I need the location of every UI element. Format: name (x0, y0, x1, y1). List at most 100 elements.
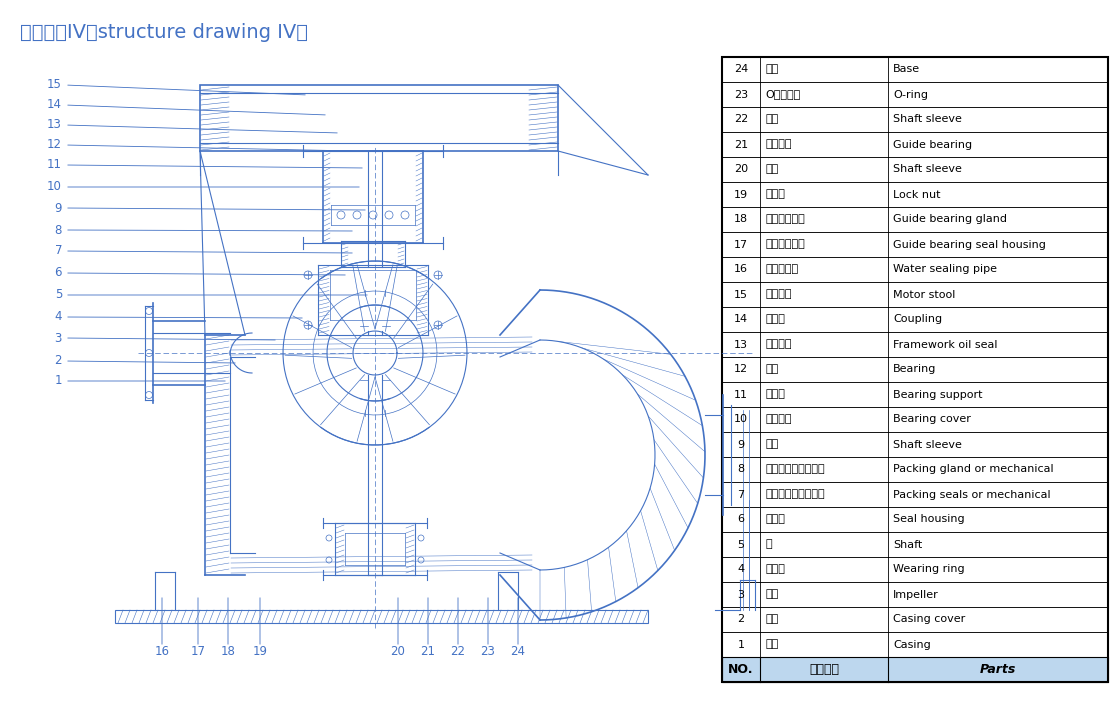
Text: 7: 7 (55, 244, 62, 257)
Text: 3: 3 (737, 589, 745, 599)
Text: 7: 7 (737, 489, 745, 500)
Text: 轴套: 轴套 (765, 440, 778, 450)
Bar (722, 107, 1108, 132)
Bar (722, 332, 1108, 357)
Text: 23: 23 (480, 645, 495, 658)
Text: 4: 4 (55, 310, 62, 323)
Text: 轴套: 轴套 (765, 165, 778, 174)
Text: 4: 4 (737, 565, 745, 575)
Text: 结构形式IV（structure drawing IV）: 结构形式IV（structure drawing IV） (20, 23, 308, 42)
Bar (722, 457, 1108, 482)
Text: Wearing ring: Wearing ring (893, 565, 964, 575)
Text: 8: 8 (55, 223, 62, 236)
Text: 20: 20 (391, 645, 405, 658)
Text: 电机支座: 电机支座 (765, 289, 792, 299)
Text: 13: 13 (47, 119, 62, 132)
Text: 16: 16 (734, 265, 748, 275)
Bar (722, 82, 1108, 107)
Text: 8: 8 (737, 464, 745, 474)
Text: Bearing cover: Bearing cover (893, 414, 971, 424)
Text: 轴承压盖: 轴承压盖 (765, 414, 792, 424)
Bar (722, 132, 1108, 157)
Bar (200, 85, 558, 151)
Bar (722, 582, 1108, 607)
Text: 23: 23 (734, 90, 748, 100)
Text: Casing: Casing (893, 640, 931, 649)
Bar (722, 282, 1108, 307)
Text: 15: 15 (47, 79, 62, 92)
Text: 17: 17 (734, 239, 748, 249)
Text: Guide bearing: Guide bearing (893, 140, 972, 150)
Text: 机械密封或填料密封: 机械密封或填料密封 (765, 489, 824, 500)
Text: 轴套: 轴套 (765, 114, 778, 124)
Bar (722, 357, 1108, 382)
Text: Shaft sleeve: Shaft sleeve (893, 165, 962, 174)
Text: 机封压盖或填料压盖: 机封压盖或填料压盖 (765, 464, 824, 474)
Bar (722, 57, 1108, 682)
Text: 12: 12 (47, 139, 62, 152)
Text: NO.: NO. (728, 663, 754, 676)
Text: 水导轴承压盖: 水导轴承压盖 (765, 215, 805, 225)
Bar (722, 507, 1108, 532)
Text: Packing seals or mechanical: Packing seals or mechanical (893, 489, 1051, 500)
Text: 水导轴承: 水导轴承 (765, 140, 792, 150)
Text: Guide bearing gland: Guide bearing gland (893, 215, 1007, 225)
Text: Motor stool: Motor stool (893, 289, 955, 299)
Text: 11: 11 (734, 390, 748, 400)
Text: 9: 9 (55, 202, 62, 215)
Bar (722, 632, 1108, 657)
Text: 骨架油封: 骨架油封 (765, 340, 792, 349)
Text: Packing gland or mechanical: Packing gland or mechanical (893, 464, 1054, 474)
Bar (722, 182, 1108, 207)
Bar (722, 432, 1108, 457)
Text: 轴承: 轴承 (765, 364, 778, 375)
Text: 零件名称: 零件名称 (809, 663, 839, 676)
Bar (722, 607, 1108, 632)
Text: 叶轮: 叶轮 (765, 589, 778, 599)
Text: 22: 22 (450, 645, 466, 658)
Text: 12: 12 (734, 364, 748, 375)
Text: Guide bearing seal housing: Guide bearing seal housing (893, 239, 1046, 249)
Bar (115, 610, 648, 623)
Text: Seal housing: Seal housing (893, 515, 964, 524)
Text: 10: 10 (734, 414, 748, 424)
Bar (722, 307, 1108, 332)
Text: 17: 17 (190, 645, 205, 658)
Text: Casing cover: Casing cover (893, 615, 965, 625)
Text: 泵盖: 泵盖 (765, 615, 778, 625)
Text: 21: 21 (734, 140, 748, 150)
Text: 5: 5 (55, 288, 62, 301)
Bar (722, 157, 1108, 182)
Text: 16: 16 (155, 645, 169, 658)
Text: 2: 2 (55, 354, 62, 367)
Text: 22: 22 (734, 114, 748, 124)
Text: 20: 20 (734, 165, 748, 174)
Text: Bearing: Bearing (893, 364, 936, 375)
Text: 11: 11 (47, 158, 62, 171)
Bar (722, 207, 1108, 232)
Text: Shaft: Shaft (893, 539, 922, 549)
Bar (722, 482, 1108, 507)
Text: 21: 21 (420, 645, 436, 658)
Text: 19: 19 (734, 189, 748, 200)
Text: 5: 5 (737, 539, 745, 549)
Text: 24: 24 (511, 645, 525, 658)
Text: 密封环: 密封环 (765, 565, 785, 575)
Text: 圆螺母: 圆螺母 (765, 189, 785, 200)
Text: 轴: 轴 (765, 539, 772, 549)
Text: 18: 18 (221, 645, 235, 658)
Text: Shaft sleeve: Shaft sleeve (893, 440, 962, 450)
Text: 密封体: 密封体 (765, 515, 785, 524)
Bar (722, 257, 1108, 282)
Text: 底座: 底座 (765, 64, 778, 74)
Text: 轴承体: 轴承体 (765, 390, 785, 400)
Text: 联轴器: 联轴器 (765, 315, 785, 325)
Text: Water sealing pipe: Water sealing pipe (893, 265, 997, 275)
Text: 3: 3 (55, 332, 62, 344)
Text: 13: 13 (734, 340, 748, 349)
Bar (722, 407, 1108, 432)
Text: 泵体: 泵体 (765, 640, 778, 649)
Text: Base: Base (893, 64, 921, 74)
Text: 导轴承密封体: 导轴承密封体 (765, 239, 805, 249)
Bar (722, 57, 1108, 82)
